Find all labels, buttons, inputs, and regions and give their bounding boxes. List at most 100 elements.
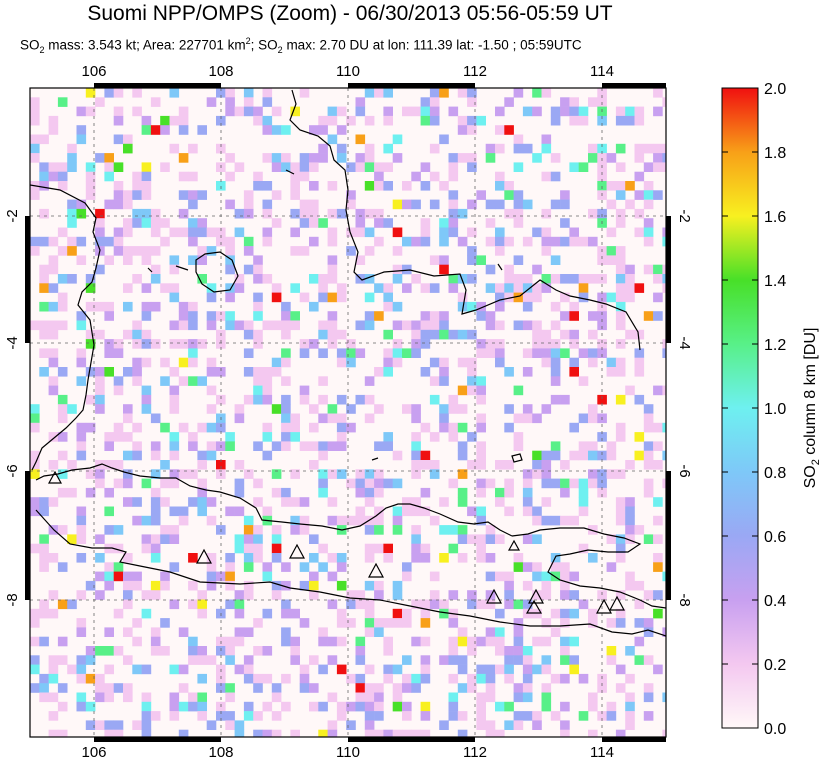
so2-pixel <box>95 367 105 377</box>
so2-pixel <box>76 673 87 684</box>
so2-pixel <box>281 404 291 414</box>
so2-pixel <box>48 553 59 563</box>
so2-pixel <box>560 608 570 619</box>
so2-pixel <box>150 413 161 424</box>
so2-pixel <box>281 432 291 442</box>
so2-pixel <box>467 636 477 647</box>
so2-pixel <box>123 218 133 228</box>
so2-pixel <box>178 376 189 386</box>
so2-pixel <box>457 422 468 433</box>
so2-pixel <box>513 199 524 210</box>
so2-pixel <box>457 450 468 461</box>
so2-pixel <box>132 497 142 507</box>
so2-pixel <box>39 329 49 340</box>
so2-pixel <box>569 515 579 526</box>
so2-pixel <box>290 162 300 172</box>
so2-pixel <box>374 525 384 535</box>
so2-pixel <box>234 506 245 517</box>
so2-pixel <box>634 394 645 405</box>
so2-pixel <box>662 283 666 293</box>
so2-pixel <box>522 487 533 498</box>
so2-pixel <box>615 497 626 507</box>
so2-pixel <box>588 357 598 368</box>
so2-pixel <box>169 264 180 275</box>
so2-pixel <box>550 711 561 721</box>
so2-pixel <box>597 683 607 693</box>
so2-pixel <box>95 683 105 693</box>
so2-pixel <box>374 367 384 377</box>
so2-pixel <box>169 292 180 303</box>
so2-pixel <box>48 432 59 442</box>
so2-pixel <box>485 199 496 210</box>
so2-pixel <box>504 292 514 303</box>
so2-pixel <box>615 590 626 600</box>
so2-pixel <box>178 515 189 526</box>
so2-pixel <box>206 580 217 591</box>
so2-pixel <box>318 274 328 284</box>
so2-pixel <box>374 171 384 182</box>
so2-pixel <box>485 218 496 228</box>
so2-pixel <box>532 348 542 358</box>
so2-pixel <box>653 441 663 451</box>
so2-pixel <box>262 181 273 191</box>
so2-pixel <box>216 711 226 721</box>
so2-pixel <box>513 208 524 219</box>
so2-pixel <box>206 404 217 414</box>
so2-pixel <box>39 553 49 563</box>
so2-pixel <box>578 450 589 461</box>
so2-pixel <box>150 218 161 228</box>
so2-pixel <box>625 274 635 284</box>
so2-pixel <box>374 627 384 637</box>
so2-pixel <box>625 329 635 340</box>
so2-pixel <box>327 311 338 321</box>
so2-pixel <box>429 115 440 126</box>
so2-pixel <box>355 134 366 145</box>
so2-pixel <box>327 729 338 737</box>
so2-pixel <box>439 413 449 424</box>
colorbar-tick-label: 1.4 <box>764 273 786 290</box>
so2-pixel <box>141 329 152 340</box>
so2-pixel <box>374 181 384 191</box>
so2-pixel <box>625 460 635 470</box>
so2-pixel <box>95 673 105 684</box>
so2-pixel <box>522 580 533 591</box>
map-subtitle: SO2 mass: 3.543 kt; Area: 227701 km2; SO… <box>20 36 582 55</box>
so2-pixel <box>271 283 282 293</box>
so2-pixel <box>495 339 505 349</box>
so2-pixel <box>634 171 645 182</box>
so2-pixel <box>550 199 561 210</box>
so2-pixel <box>85 487 96 498</box>
so2-pixel <box>309 422 319 433</box>
so2-pixel <box>318 729 328 737</box>
so2-pixel <box>290 525 300 535</box>
so2-pixel <box>234 106 245 117</box>
coast-borneo <box>289 89 641 351</box>
so2-pixel <box>309 301 319 312</box>
so2-pixel <box>532 711 542 721</box>
so2-pixel <box>57 655 68 665</box>
so2-pixel <box>383 143 393 154</box>
so2-pixel <box>76 236 87 247</box>
so2-pixel <box>495 497 505 507</box>
so2-pixel <box>374 218 384 228</box>
so2-pixel <box>541 283 552 293</box>
so2-pixel <box>560 236 570 247</box>
so2-pixel <box>364 487 375 498</box>
so2-pixel <box>420 599 431 610</box>
so2-pixel <box>318 701 328 712</box>
so2-pixel <box>615 422 626 433</box>
so2-pixel <box>653 608 663 619</box>
so2-pixel <box>150 580 161 591</box>
so2-pixel <box>225 106 235 117</box>
so2-pixel <box>374 236 384 247</box>
so2-pixel <box>448 274 459 284</box>
so2-pixel <box>411 339 421 349</box>
so2-pixel <box>113 106 124 117</box>
so2-pixel <box>532 515 542 526</box>
so2-pixel <box>448 227 459 238</box>
so2-pixel <box>448 208 459 219</box>
so2-pixel <box>48 301 59 312</box>
so2-pixel <box>578 487 589 498</box>
so2-pixel <box>448 590 459 600</box>
so2-pixel <box>634 655 645 665</box>
